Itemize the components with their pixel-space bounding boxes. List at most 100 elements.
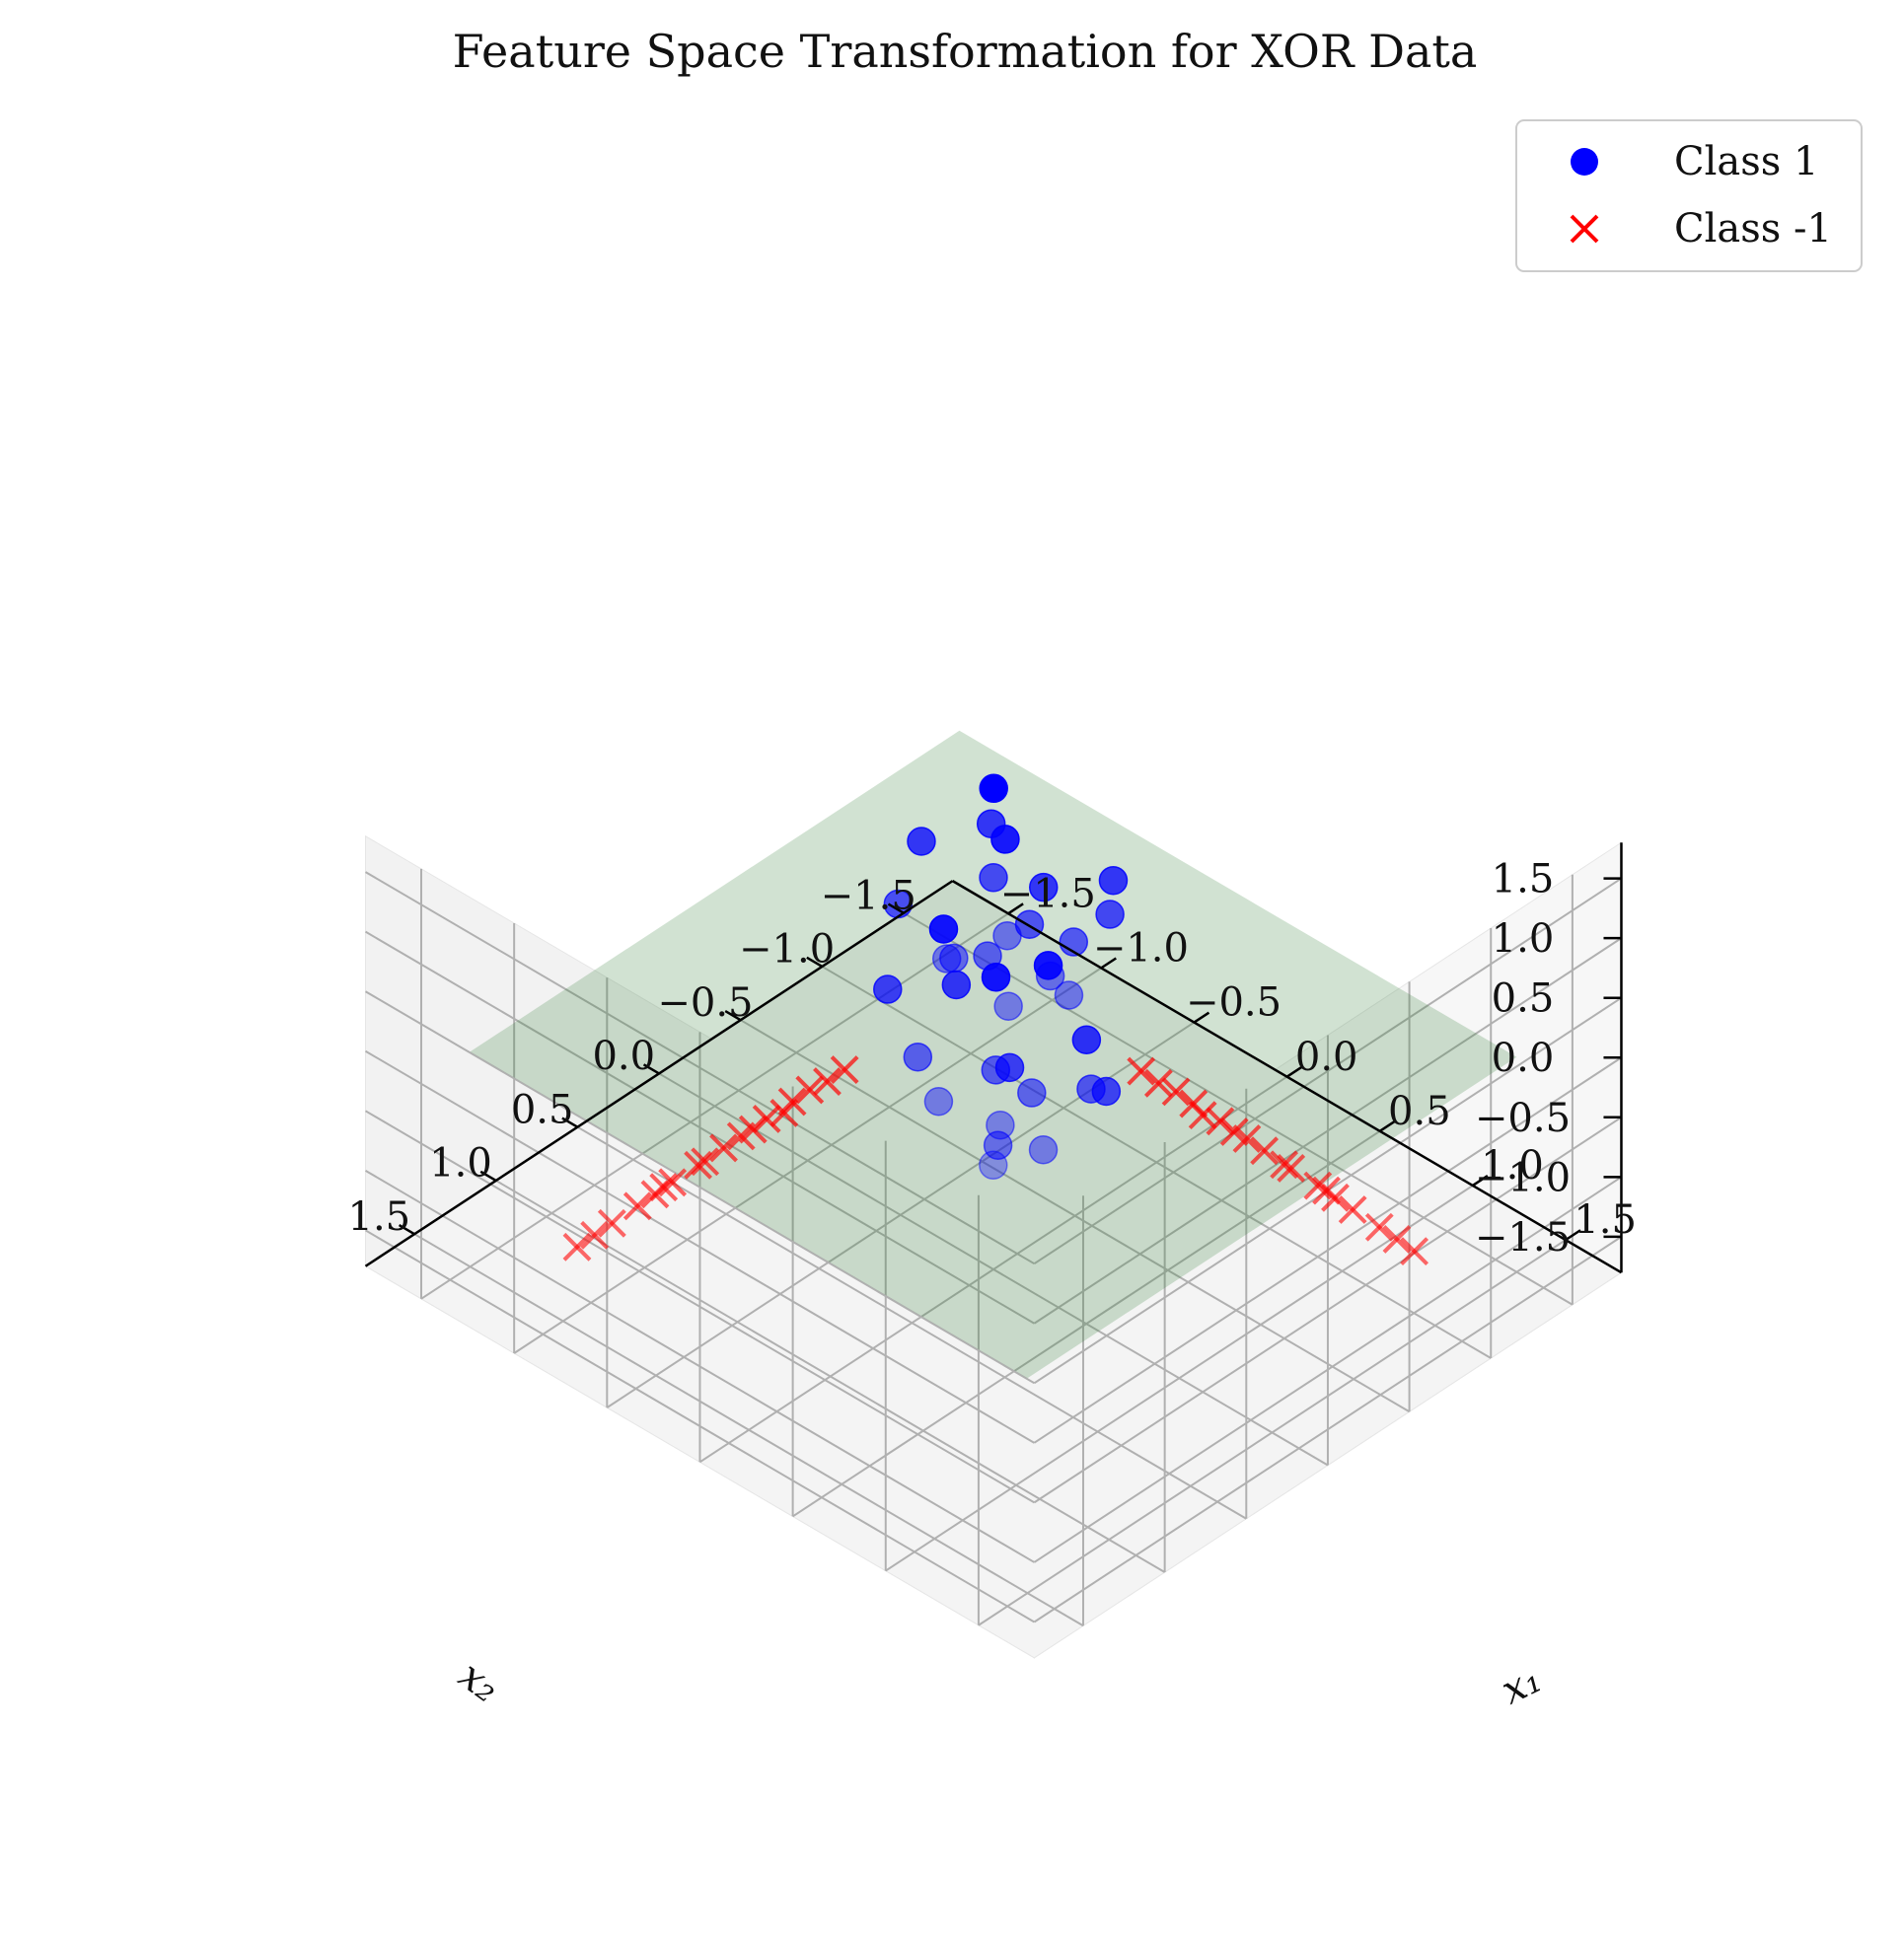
class-neg1-point-stroke xyxy=(1232,1124,1262,1153)
y-tick-mark xyxy=(1285,1065,1303,1078)
x-tick-label: 1.5 xyxy=(348,1194,411,1240)
class-neg1-point-stroke xyxy=(684,1150,713,1180)
y-tick-mark xyxy=(1007,902,1024,915)
class-neg1-point-stroke xyxy=(1179,1089,1208,1118)
grid-line xyxy=(698,1075,1288,1464)
class1-point xyxy=(903,1042,933,1072)
legend-class-1-marker xyxy=(1570,214,1599,244)
y-axis-label: x₂ xyxy=(451,1653,508,1712)
class1-point xyxy=(993,991,1023,1021)
y-tick-label: −1.0 xyxy=(1093,925,1189,971)
class1-point xyxy=(1028,872,1059,902)
class-neg1-point xyxy=(622,1191,652,1221)
grid-line xyxy=(1033,937,1623,1325)
class1-point xyxy=(979,863,1008,893)
decision-plane xyxy=(470,730,1517,1379)
x-tick-mark xyxy=(398,1224,415,1236)
x-tick-mark xyxy=(561,1117,579,1128)
y-tick-label: 1.0 xyxy=(1481,1143,1544,1189)
class-neg1-point xyxy=(1277,1153,1306,1183)
class-neg1-point-stroke xyxy=(1270,1150,1299,1180)
class-neg1-point-stroke xyxy=(777,1087,807,1117)
class-neg1-point xyxy=(1312,1176,1341,1205)
y-tick-label: −1.5 xyxy=(1000,871,1096,916)
class-neg1-point xyxy=(1338,1195,1367,1224)
class-neg1-point-stroke xyxy=(1143,1068,1173,1098)
chart-title: Feature Space Transformation for XOR Dat… xyxy=(453,25,1478,78)
x-tick-mark xyxy=(479,1170,497,1183)
class-neg1-point xyxy=(1303,1171,1333,1200)
x-tick-label: 0.0 xyxy=(592,1034,655,1079)
class-neg1-point-stroke xyxy=(1400,1237,1429,1266)
class-neg1-point-stroke xyxy=(622,1191,652,1221)
class1-point xyxy=(923,1086,954,1117)
class-neg1-point-stroke xyxy=(709,1133,738,1163)
grid-line xyxy=(1033,877,1623,1265)
axis-lines xyxy=(364,842,1623,1274)
x-tick-mark xyxy=(642,1063,660,1075)
legend-frame xyxy=(1515,119,1863,272)
z-tick-label: −1.0 xyxy=(1475,1155,1571,1200)
class-neg1-point xyxy=(738,1115,768,1144)
grid-line xyxy=(792,1129,1381,1518)
class-neg1-point xyxy=(1364,1212,1394,1242)
class1-point xyxy=(1091,1076,1122,1107)
grid-line xyxy=(365,930,1035,1325)
y-tick-mark xyxy=(1565,1229,1581,1242)
y-tick-label: −0.5 xyxy=(1186,980,1282,1026)
class-neg1-point xyxy=(1382,1225,1412,1254)
class-neg1-point xyxy=(1400,1237,1429,1266)
class1-point xyxy=(928,914,959,944)
class1-point xyxy=(979,773,1008,804)
x-axis-label: x₁ xyxy=(1495,1656,1549,1713)
class-neg1-point-stroke xyxy=(830,1055,859,1084)
class-neg1-point-stroke xyxy=(813,1067,842,1096)
grid-line xyxy=(365,1049,1035,1444)
class-neg1-point-stroke xyxy=(1250,1136,1280,1166)
class-neg1-point xyxy=(658,1168,688,1197)
class1-point xyxy=(1071,1025,1102,1055)
class-neg1-point-stroke xyxy=(1277,1153,1306,1183)
class1-point xyxy=(873,974,903,1004)
class-neg1-point-stroke xyxy=(691,1147,720,1177)
class-neg1-point xyxy=(1179,1089,1208,1118)
class-neg1-point xyxy=(1127,1056,1156,1086)
x-tick-label: 1.0 xyxy=(429,1141,492,1187)
class1-point xyxy=(1028,1134,1059,1165)
class-neg1-point-stroke xyxy=(1303,1171,1333,1200)
class-neg1-point xyxy=(752,1105,781,1133)
class-neg1-point xyxy=(649,1173,679,1202)
class-neg1-point xyxy=(580,1220,610,1250)
class-neg1-point-stroke xyxy=(1364,1212,1394,1242)
class-neg1-point-stroke xyxy=(795,1075,825,1105)
class-neg1-point-stroke xyxy=(649,1173,679,1202)
z-tick-label: 0.5 xyxy=(1492,976,1555,1022)
class-neg1-point xyxy=(1250,1136,1280,1166)
grid-line xyxy=(576,1125,1247,1520)
z-tick-label: 1.0 xyxy=(1492,916,1555,962)
decision-plane-layer xyxy=(470,730,1517,1379)
grid-line xyxy=(978,1239,1567,1626)
class-neg1-point xyxy=(562,1232,592,1262)
class-neg1-point xyxy=(684,1150,713,1180)
legend-class1-label: Class 1 xyxy=(1674,139,1818,184)
y-tick-label: 0.0 xyxy=(1295,1035,1358,1080)
class-neg1-point-stroke xyxy=(1312,1176,1341,1205)
class-neg1-point-stroke xyxy=(1219,1118,1249,1146)
class-neg1-point xyxy=(1206,1107,1235,1136)
z-tick-label: −1.5 xyxy=(1475,1215,1571,1261)
y-tick-mark xyxy=(1193,1011,1210,1024)
class-neg1-point xyxy=(597,1208,626,1238)
grid-line xyxy=(365,871,1035,1265)
class-neg1-point xyxy=(1270,1150,1299,1180)
class-neg1-point xyxy=(1161,1077,1191,1107)
axes-grid xyxy=(365,868,1623,1627)
tick-labels: −1.5 −1.5−1.5−1.0 −1.0−1.0−0.5 −0.5−0.50.0 0… xyxy=(348,857,1637,1261)
class1-point xyxy=(1033,951,1063,980)
y-tick-mark xyxy=(1100,957,1117,970)
class-neg1-point-stroke xyxy=(1161,1077,1191,1107)
class-neg1-point xyxy=(795,1075,825,1105)
x-tick-mark xyxy=(806,956,823,969)
class1-point xyxy=(990,825,1020,854)
class-neg1-point-stroke xyxy=(580,1220,610,1250)
